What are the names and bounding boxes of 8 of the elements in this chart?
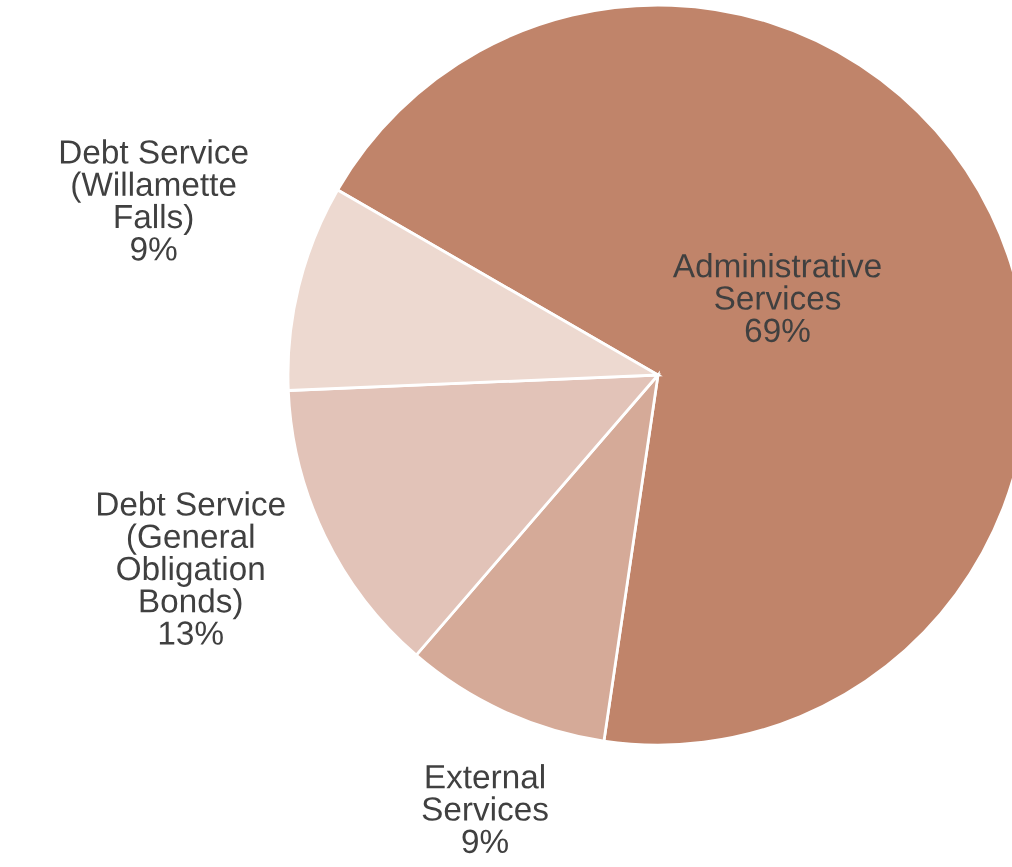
- slice-label: Debt Service (General Obligation Bonds): [98, 491, 285, 620]
- data-label: 9%: [131, 237, 177, 261]
- slice-label: Debt Service (Willamette Falls): [60, 139, 248, 235]
- slice-label: Administrative Services: [672, 253, 881, 310]
- data-label: 13%: [159, 621, 223, 645]
- data-label: 9%: [462, 829, 508, 854]
- slice-label: External Services: [422, 764, 548, 821]
- data-label: 69%: [745, 318, 810, 343]
